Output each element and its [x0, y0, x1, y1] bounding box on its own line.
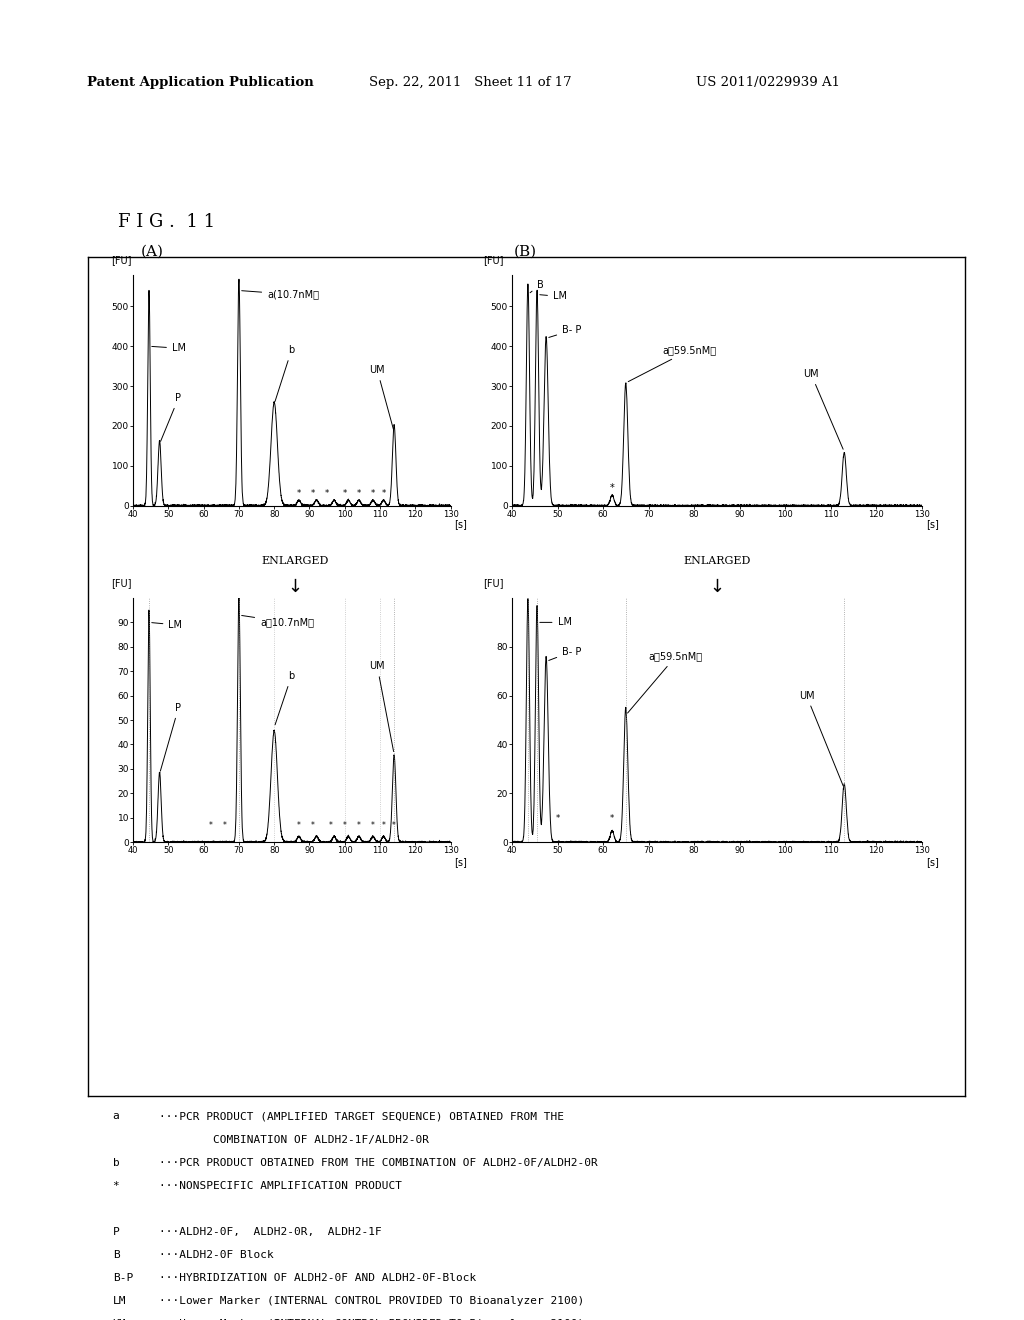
Text: [FU]: [FU] — [483, 578, 504, 589]
Text: *: * — [329, 821, 333, 830]
Text: b: b — [275, 346, 295, 401]
Text: *: * — [209, 821, 213, 830]
Text: a(10.7nM）: a(10.7nM） — [242, 289, 319, 300]
Text: US 2011/0229939 A1: US 2011/0229939 A1 — [696, 75, 841, 88]
Text: *: * — [610, 813, 614, 822]
Text: b: b — [113, 1158, 120, 1168]
Text: a（59.5nM）: a（59.5nM） — [629, 346, 717, 381]
Text: *: * — [343, 821, 347, 830]
Text: [FU]: [FU] — [111, 255, 131, 265]
Text: ···ALDH2-0F,  ALDH2-0R,  ALDH2-1F: ···ALDH2-0F, ALDH2-0R, ALDH2-1F — [159, 1228, 382, 1237]
Text: a: a — [113, 1111, 120, 1122]
Text: *: * — [356, 488, 361, 498]
Text: LM: LM — [540, 618, 571, 627]
Text: *: * — [311, 821, 315, 830]
Text: *: * — [371, 488, 375, 498]
Text: ↓: ↓ — [710, 578, 724, 597]
Text: B-P: B-P — [113, 1272, 133, 1283]
Text: *: * — [343, 488, 347, 498]
Text: *: * — [357, 821, 360, 830]
Text: F I G .  1 1: F I G . 1 1 — [118, 213, 215, 231]
Text: ···Lower Marker (INTERNAL CONTROL PROVIDED TO Bioanalyzer 2100): ···Lower Marker (INTERNAL CONTROL PROVID… — [159, 1296, 584, 1307]
Text: *: * — [371, 821, 375, 830]
Text: B: B — [530, 280, 544, 293]
Text: *: * — [382, 821, 385, 830]
Text: *: * — [555, 813, 560, 822]
Text: [s]: [s] — [454, 857, 467, 867]
Text: LM: LM — [113, 1296, 126, 1307]
Text: UM: UM — [803, 370, 843, 449]
Text: ↓: ↓ — [288, 578, 302, 597]
Text: *: * — [311, 488, 315, 498]
Text: *: * — [223, 821, 226, 830]
Text: ENLARGED: ENLARGED — [261, 556, 329, 566]
Text: UM: UM — [370, 661, 393, 751]
Text: (A): (A) — [140, 246, 163, 259]
Text: P: P — [113, 1228, 120, 1237]
Text: [FU]: [FU] — [111, 578, 131, 589]
Text: Patent Application Publication: Patent Application Publication — [87, 75, 313, 88]
Text: Sep. 22, 2011   Sheet 11 of 17: Sep. 22, 2011 Sheet 11 of 17 — [369, 75, 571, 88]
Text: LM: LM — [152, 343, 186, 354]
Text: ···HYBRIDIZATION OF ALDH2-0F AND ALDH2-0F-Block: ···HYBRIDIZATION OF ALDH2-0F AND ALDH2-0… — [159, 1272, 476, 1283]
Text: *: * — [392, 821, 396, 830]
Text: [s]: [s] — [454, 520, 467, 529]
Text: ···PCR PRODUCT (AMPLIFIED TARGET SEQUENCE) OBTAINED FROM THE: ···PCR PRODUCT (AMPLIFIED TARGET SEQUENC… — [159, 1111, 564, 1122]
Text: *: * — [297, 821, 301, 830]
Text: *: * — [609, 483, 614, 492]
Text: *: * — [297, 488, 301, 498]
Text: LM: LM — [152, 620, 182, 630]
Text: ENLARGED: ENLARGED — [683, 556, 751, 566]
Text: UM: UM — [370, 366, 393, 429]
Text: a（10.7nM）: a（10.7nM） — [242, 615, 314, 627]
Text: P: P — [161, 702, 181, 771]
Text: *: * — [113, 1180, 120, 1191]
Text: LM: LM — [540, 292, 567, 301]
Text: ···NONSPECIFIC AMPLIFICATION PRODUCT: ···NONSPECIFIC AMPLIFICATION PRODUCT — [159, 1180, 401, 1191]
Text: ···PCR PRODUCT OBTAINED FROM THE COMBINATION OF ALDH2-0F/ALDH2-0R: ···PCR PRODUCT OBTAINED FROM THE COMBINA… — [159, 1158, 597, 1168]
Text: B- P: B- P — [549, 325, 582, 338]
Text: [FU]: [FU] — [483, 255, 504, 265]
Text: (B): (B) — [514, 246, 538, 259]
Text: UM: UM — [799, 690, 843, 785]
Text: [s]: [s] — [926, 857, 939, 867]
Text: P: P — [161, 393, 181, 441]
Text: B- P: B- P — [549, 647, 582, 660]
Text: COMBINATION OF ALDH2-1F/ALDH2-0R: COMBINATION OF ALDH2-1F/ALDH2-0R — [159, 1134, 429, 1144]
Text: a（59.5nM）: a（59.5nM） — [628, 652, 702, 713]
Text: *: * — [381, 488, 386, 498]
Text: *: * — [325, 488, 330, 498]
Text: [s]: [s] — [926, 520, 939, 529]
Text: ···ALDH2-0F Block: ···ALDH2-0F Block — [159, 1250, 273, 1261]
Text: B: B — [113, 1250, 120, 1261]
Text: b: b — [275, 671, 295, 725]
